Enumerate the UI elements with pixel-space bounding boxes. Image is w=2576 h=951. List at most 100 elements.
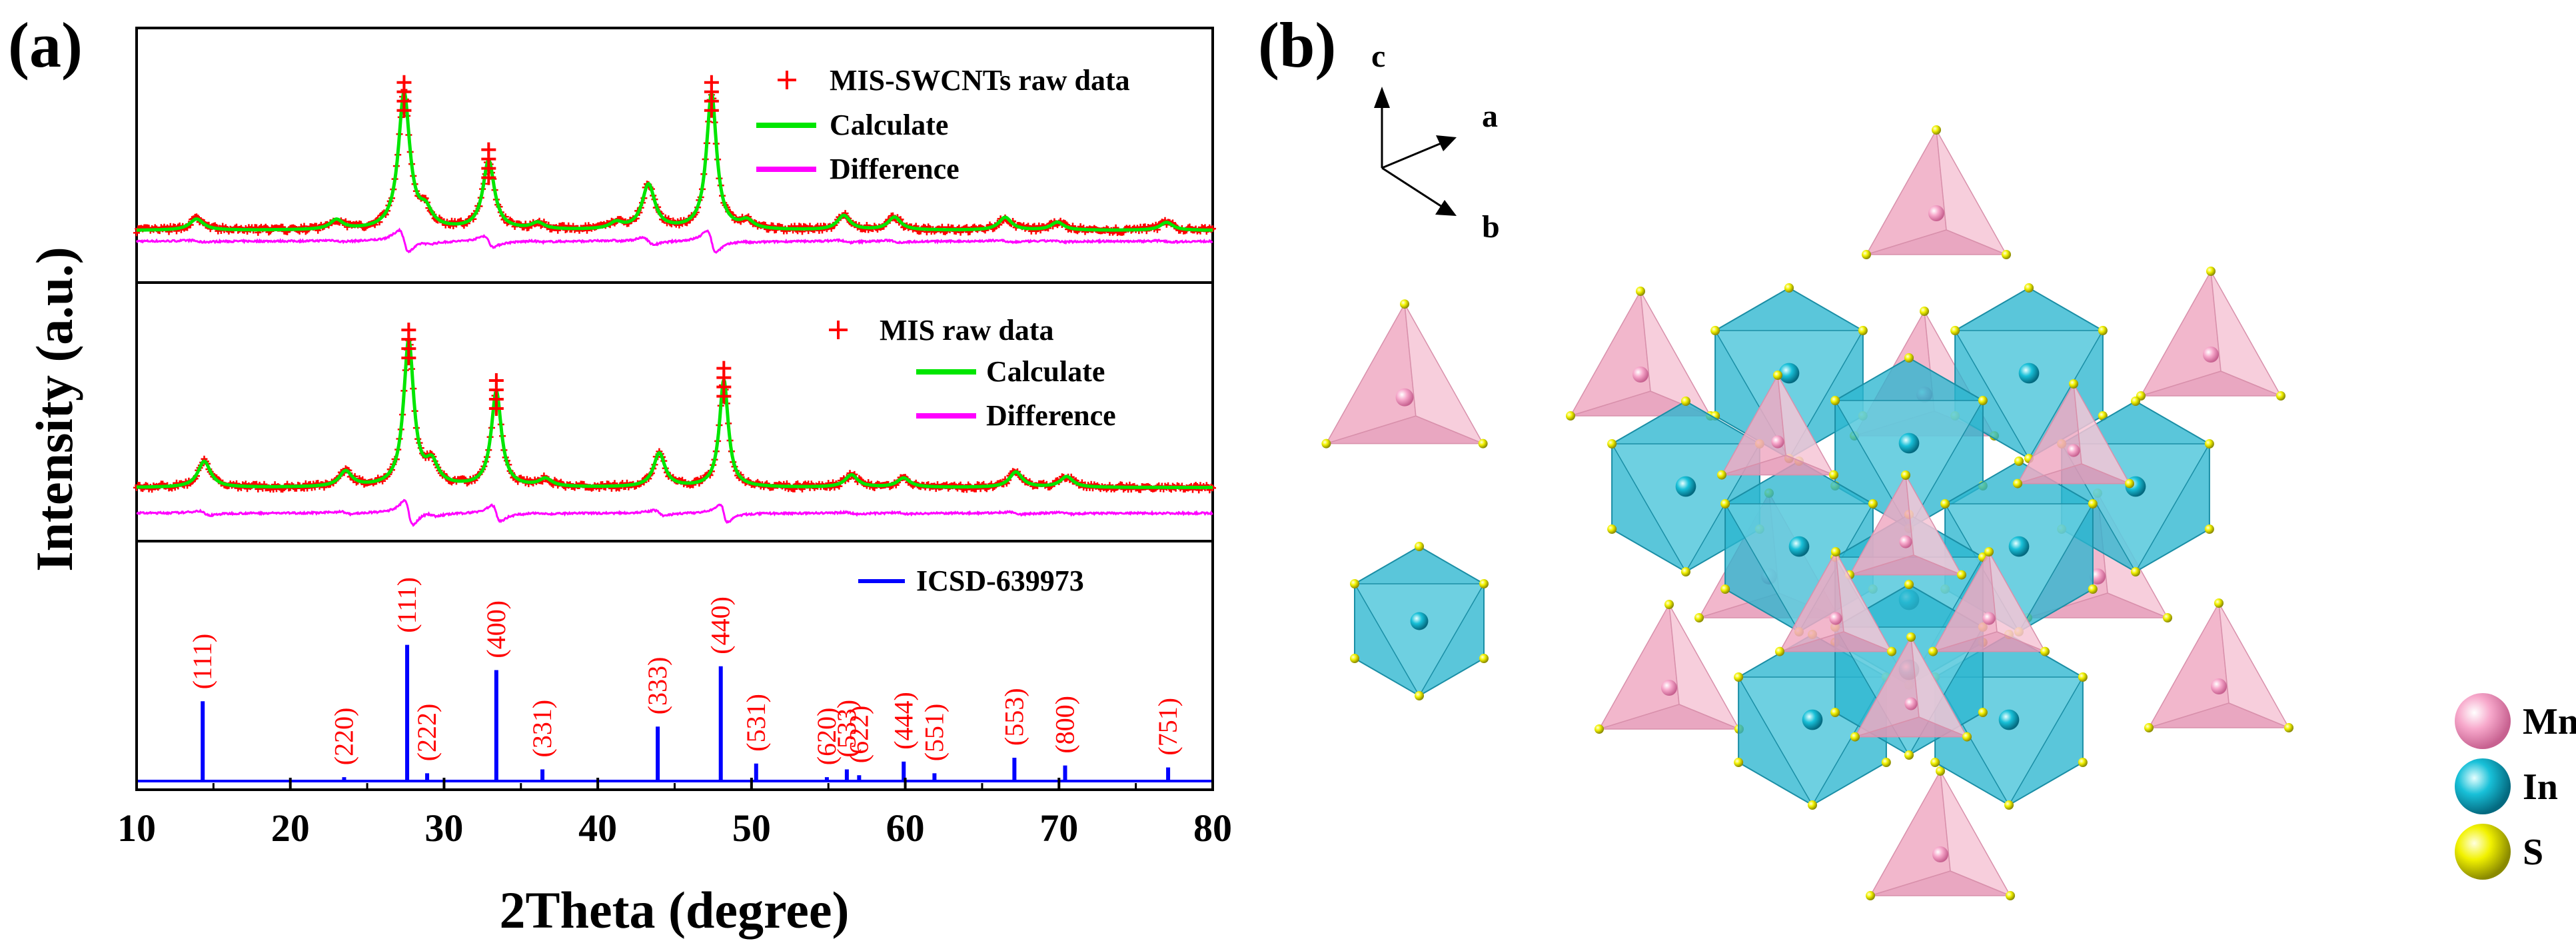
s-atom xyxy=(1415,691,1424,700)
x-tick-label: 50 xyxy=(732,806,771,850)
x-tick-label: 70 xyxy=(1039,806,1078,850)
calculate-line xyxy=(137,334,1213,489)
isolated-tetrahedron xyxy=(1321,299,1488,449)
hkl-label: (222) xyxy=(412,704,442,762)
tetra-face xyxy=(1854,716,1968,738)
mn-atom xyxy=(1899,535,1912,548)
s-atom xyxy=(1681,397,1690,406)
legend-sphere-s xyxy=(2455,824,2511,880)
mn-atom xyxy=(2211,678,2227,694)
in-atom xyxy=(1802,709,1823,730)
legend-label-s: S xyxy=(2523,832,2543,873)
hkl-label: (111) xyxy=(392,577,422,633)
s-atom xyxy=(1978,708,1988,717)
s-atom xyxy=(2163,613,2172,622)
mn-atom xyxy=(2067,444,2080,457)
s-atom xyxy=(1773,371,1782,380)
tetra-face xyxy=(1932,631,2046,652)
mns4-tetrahedron xyxy=(1850,632,1972,742)
mn-atom xyxy=(1829,612,1842,625)
s-atom xyxy=(1681,567,1690,576)
mns4-tetrahedron xyxy=(2144,598,2293,732)
isolated-octahedron xyxy=(1350,542,1489,700)
mn-atom xyxy=(1661,680,1677,696)
s-atom xyxy=(1808,800,1817,810)
s-atom xyxy=(2214,598,2224,608)
s-atom xyxy=(1862,250,1871,259)
s-atom xyxy=(1400,299,1409,309)
s-atom xyxy=(1830,396,1840,405)
axis-label-b: b xyxy=(1482,209,1500,245)
in-atom xyxy=(2008,536,2030,557)
s-atom xyxy=(1940,499,1950,508)
mn-atom xyxy=(1395,388,1414,407)
octa-face xyxy=(1353,583,1485,697)
octa-face xyxy=(1954,330,2104,460)
s-atom xyxy=(2078,758,2088,767)
hkl-label: (111) xyxy=(187,634,217,690)
legend-label-in: In xyxy=(2523,766,2558,808)
s-atom xyxy=(1984,547,1994,556)
tetra-face xyxy=(2027,592,2168,618)
s-atom xyxy=(2098,326,2108,335)
s-atom xyxy=(1607,524,1617,534)
legend-label-calculate: Calculate xyxy=(830,109,948,141)
hkl-label: (622) xyxy=(844,706,874,764)
legend-label-raw: MIS-SWCNTs raw data xyxy=(830,64,1130,97)
axis-label-a: a xyxy=(1482,99,1498,134)
element-legend: Mn In S xyxy=(2455,693,2576,880)
x-tick-label: 30 xyxy=(424,806,463,850)
s-atom xyxy=(2024,283,2034,293)
tetra-face xyxy=(2140,371,2281,397)
mns4-tetrahedron xyxy=(1717,371,1838,480)
s-atom xyxy=(1479,579,1489,588)
hkl-label: (531) xyxy=(741,694,771,752)
raw-data-markers xyxy=(133,86,1216,237)
raw-peak-marker xyxy=(488,401,504,416)
axis-triad: c a b xyxy=(1371,39,1500,245)
s-atom xyxy=(1928,646,1938,656)
s-atom xyxy=(1932,125,1941,135)
subplot-mis-swcnts xyxy=(133,75,1216,254)
legend-marker-raw xyxy=(778,71,796,89)
tetra-face xyxy=(1779,631,1892,652)
s-atom xyxy=(1830,708,1840,717)
mn-atom xyxy=(1982,612,1996,625)
legend-sphere-in xyxy=(2455,758,2511,814)
s-atom xyxy=(1566,411,1575,421)
legend-label-difference: Difference xyxy=(986,399,1116,432)
s-atom xyxy=(2284,723,2293,732)
s-atom xyxy=(1694,613,1704,622)
s-atom xyxy=(1930,758,1940,767)
legend-mis-swcnts: MIS-SWCNTs raw data Calculate Difference xyxy=(756,64,1130,185)
s-atom xyxy=(1920,307,1929,316)
s-atom xyxy=(2144,723,2154,732)
s-atom xyxy=(1950,326,1960,335)
legend-icsd: ICSD-639973 xyxy=(858,564,1084,597)
hkl-label: (533) xyxy=(832,700,862,758)
s-atom xyxy=(1901,471,1910,480)
mns4-tetrahedron xyxy=(2136,267,2285,401)
x-tick-label: 40 xyxy=(578,806,617,850)
s-atom xyxy=(1775,646,1784,656)
in-atom xyxy=(1998,709,2020,730)
s-atom xyxy=(2013,478,2022,488)
s-atom xyxy=(1881,758,1891,767)
s-atom xyxy=(1636,287,1645,296)
difference-line xyxy=(136,498,1213,527)
s-atom xyxy=(2014,457,2024,466)
in-atom xyxy=(1788,536,1810,557)
s-atom xyxy=(2131,567,2140,576)
x-tick-label: 80 xyxy=(1193,806,1232,850)
mns4-tetrahedron xyxy=(2013,379,2134,488)
in-atom xyxy=(1778,363,1800,384)
s-atom xyxy=(2204,439,2214,449)
s-atom xyxy=(1720,584,1730,594)
x-tick-label: 60 xyxy=(886,806,925,850)
x-axis-title: 2Theta (degree) xyxy=(500,881,850,939)
mns4-tetrahedron xyxy=(1862,125,2011,259)
difference-line xyxy=(135,227,1213,254)
s-atom xyxy=(1868,499,1878,508)
hkl-label: (551) xyxy=(919,704,949,762)
